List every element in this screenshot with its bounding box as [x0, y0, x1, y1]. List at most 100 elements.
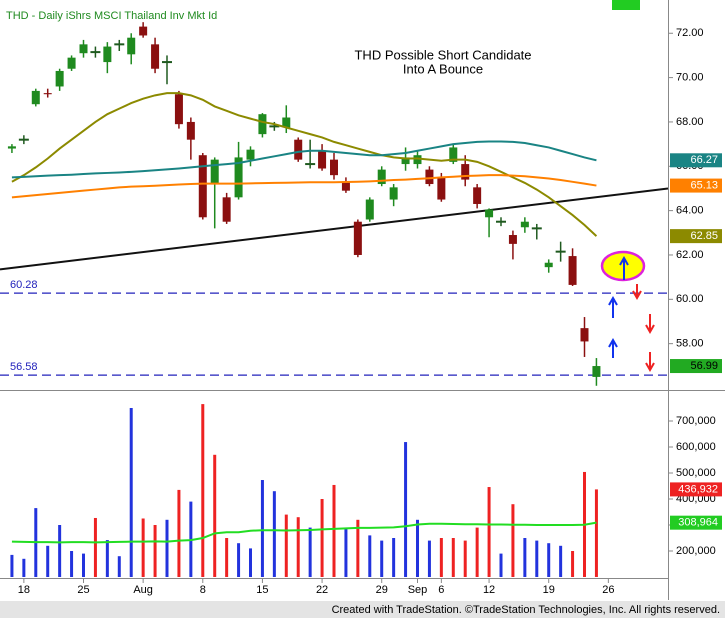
- candle-body: [139, 26, 148, 36]
- volume-bar: [416, 519, 419, 577]
- y-tick-label: 500,000: [676, 467, 716, 479]
- volume-bar: [46, 545, 50, 577]
- price-tag-label: 62.85: [690, 230, 718, 242]
- volume-bar: [129, 408, 133, 577]
- support-label: 56.58: [10, 361, 38, 373]
- volume-bar: [58, 525, 62, 577]
- footer-bar: [0, 601, 725, 618]
- chart-title: THD Possible Short Candidate: [354, 47, 531, 62]
- volume-bar: [237, 543, 241, 577]
- y-tick-label: 64.00: [676, 205, 704, 217]
- candle-body: [401, 157, 410, 165]
- chart-subtitle: Into A Bounce: [403, 61, 483, 76]
- price-tag-label: 308,964: [678, 517, 718, 529]
- moving-average: [11, 174, 597, 199]
- price-tag: [670, 229, 722, 244]
- candle-body: [103, 46, 112, 63]
- header: THD - Daily iShrs MSCI Thailand Inv Mkt …: [6, 10, 217, 22]
- candle-body: [449, 147, 458, 162]
- volume-bar: [10, 554, 14, 577]
- candle-body: [377, 169, 386, 185]
- volume-bar: [535, 540, 539, 577]
- volume-bar: [201, 404, 205, 577]
- candle-body: [365, 199, 374, 220]
- candle-body: [568, 256, 577, 285]
- candle-body: [437, 177, 446, 200]
- down-arrow: [632, 284, 642, 301]
- price-tag: [670, 482, 722, 497]
- volume-bar: [344, 527, 348, 577]
- volume-bar: [499, 553, 503, 577]
- candle-body: [222, 197, 231, 222]
- volume-bar: [249, 548, 252, 577]
- candle-body: [294, 139, 303, 160]
- candle-body: [389, 187, 398, 200]
- price-tag-label: 436,932: [678, 483, 718, 495]
- candle-body: [79, 44, 88, 54]
- candle-body: [246, 149, 255, 160]
- volume-bar: [213, 454, 217, 577]
- volume-bar: [392, 538, 396, 577]
- volume-bar: [105, 540, 109, 577]
- moving-average: [11, 521, 597, 544]
- volume-bar: [475, 527, 479, 577]
- footer: Created with TradeStation. ©TradeStation…: [332, 604, 720, 616]
- volume-bar: [451, 538, 455, 577]
- candle-body: [151, 44, 160, 69]
- candle-body: [55, 70, 64, 87]
- volume-bar: [594, 489, 598, 577]
- candle-body: [461, 164, 470, 180]
- volume-bar: [153, 525, 157, 577]
- x-tick-label: Sep: [408, 584, 428, 596]
- volume-bar: [141, 518, 145, 577]
- candle-body: [473, 187, 482, 204]
- candle-body: [258, 114, 267, 135]
- moving-average: [11, 140, 597, 179]
- volume-bar: [296, 517, 300, 577]
- candle-body: [186, 121, 195, 140]
- down-arrow: [645, 314, 655, 335]
- price-tag: [670, 178, 722, 193]
- candle-body: [330, 159, 338, 176]
- x-tick-label: 26: [602, 584, 614, 596]
- down-arrow: [645, 352, 655, 373]
- y-tick-label: 700,000: [676, 415, 716, 427]
- y-tick-label: 60.00: [676, 293, 704, 305]
- x-tick-label: 19: [543, 584, 555, 596]
- y-tick-label: 68.00: [676, 116, 704, 128]
- x-tick-label: 6: [438, 584, 444, 596]
- y-tick-label: 70.00: [676, 72, 704, 84]
- volume-bar: [225, 538, 229, 577]
- candle-body: [210, 159, 219, 185]
- volume-bar: [463, 540, 467, 577]
- volume-bar: [511, 504, 515, 577]
- candle-body: [127, 37, 136, 55]
- volume-bar: [177, 489, 181, 577]
- candle-body: [520, 221, 529, 228]
- volume-bar: [523, 538, 527, 577]
- support-label: 60.28: [10, 279, 38, 291]
- candle-body: [67, 57, 76, 69]
- candle-body: [592, 366, 601, 377]
- up-arrow: [608, 295, 618, 318]
- candle-body: [413, 155, 422, 165]
- volume-bar: [427, 540, 431, 577]
- annotations: [600, 250, 655, 373]
- volume-bar: [380, 540, 384, 577]
- y-tick-label: 58.00: [676, 338, 704, 350]
- volume-bar: [547, 543, 551, 577]
- volume-bar: [165, 519, 169, 577]
- volume-bar: [404, 442, 408, 577]
- candle-body: [234, 157, 243, 198]
- volume-bar: [356, 519, 360, 577]
- price-tag-label: 56.99: [690, 360, 718, 372]
- volume-bar: [320, 499, 324, 577]
- price-tag-label: 65.13: [690, 179, 718, 191]
- y-tick-label: 72.00: [676, 27, 704, 39]
- x-tick-label: 12: [483, 584, 495, 596]
- x-tick-label: 25: [77, 584, 89, 596]
- volume-bar: [439, 538, 443, 577]
- price-tag: [670, 515, 722, 530]
- y-tick-label: 200,000: [676, 545, 716, 557]
